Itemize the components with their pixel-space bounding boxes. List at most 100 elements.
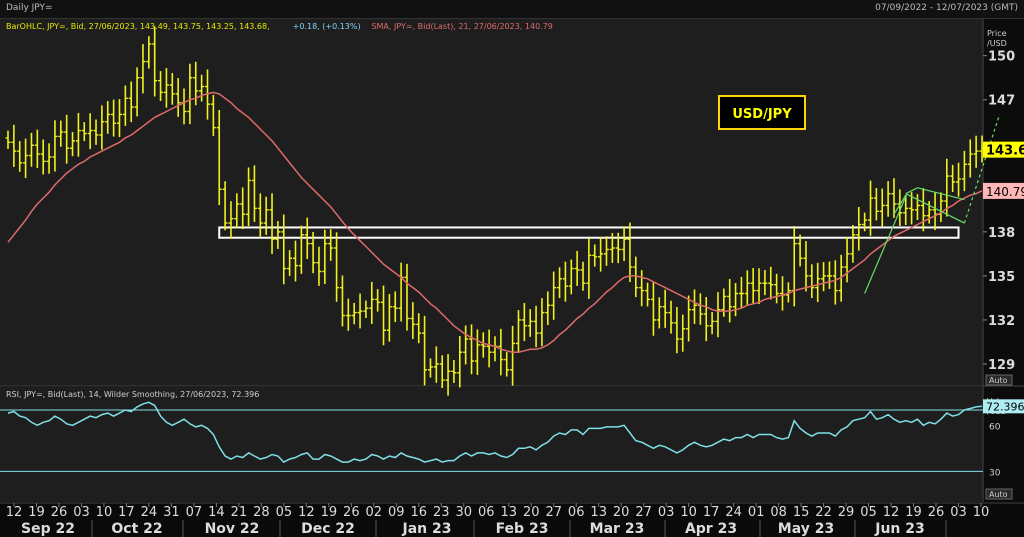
ohlc-bar — [603, 236, 609, 266]
x-month-label: Dec 22 — [301, 521, 355, 537]
ohlc-bar — [973, 135, 979, 168]
ohlc-bar — [304, 217, 310, 260]
trend-line-up — [864, 196, 907, 294]
ohlc-bar — [920, 188, 926, 232]
ohlc-bar — [46, 143, 52, 174]
x-day-label: 19 — [28, 505, 45, 520]
ohlc-bar — [568, 259, 574, 295]
ohlc-bar — [609, 233, 615, 263]
ohlc-bar — [17, 141, 23, 172]
rsi-value-tag: 72.396 — [983, 399, 1024, 414]
ohlc-bar — [410, 302, 416, 340]
ohlc-bar — [674, 307, 680, 354]
x-month-label: Jun 23 — [874, 521, 925, 537]
ohlc-bar — [23, 138, 29, 179]
ohlc-bar — [140, 44, 146, 94]
x-day-label: 31 — [163, 505, 180, 520]
x-day-label: 20 — [613, 505, 630, 520]
ohlc-bar — [122, 85, 128, 126]
ohlc-bar — [451, 360, 457, 383]
ohlc-bar — [750, 268, 756, 305]
price-auto-button[interactable]: Auto — [985, 374, 1013, 386]
x-day-label: 06 — [478, 505, 495, 520]
flag-upper-left — [905, 187, 918, 195]
ohlc-bar — [510, 325, 516, 386]
x-day-label: 09 — [388, 505, 405, 520]
ohlc-bar — [93, 119, 99, 145]
ohlc-bars — [5, 26, 985, 396]
x-day-label: 23 — [433, 505, 450, 520]
ohlc-bar — [774, 273, 780, 304]
ohlc-bar — [199, 74, 205, 102]
x-day-label: 29 — [838, 505, 855, 520]
price-tick-label: 135 — [988, 270, 1015, 285]
last-price-tag: 143.6 — [983, 141, 1024, 159]
ohlc-bar — [539, 298, 545, 347]
ohlc-bar — [762, 270, 768, 296]
ohlc-bar — [339, 275, 345, 327]
x-month-label: Jan 23 — [402, 521, 452, 537]
ohlc-bar — [721, 288, 727, 317]
ohlc-bar — [375, 289, 381, 312]
ohlc-bar — [797, 234, 803, 267]
ohlc-bar — [345, 298, 351, 331]
price-tick-label: 138 — [988, 226, 1015, 241]
x-day-label: 03 — [73, 505, 90, 520]
x-day-label: 12 — [298, 505, 315, 520]
ohlc-bar — [662, 289, 668, 328]
ohlc-bar — [891, 178, 897, 218]
ohlc-bar — [826, 261, 832, 289]
x-day-label: 10 — [973, 505, 990, 520]
x-day-label: 12 — [6, 505, 23, 520]
ohlc-bar — [146, 36, 152, 69]
rsi-auto-button[interactable]: Auto — [985, 488, 1013, 500]
rsi-auto-box[interactable] — [985, 488, 1013, 500]
ohlc-bar — [357, 293, 363, 329]
ohlc-bar — [11, 124, 17, 167]
price-auto-label: Auto — [989, 376, 1008, 385]
sma-tag-text: 140.79 — [986, 185, 1024, 199]
usdjpy-label-box — [718, 95, 806, 130]
x-month-label: Oct 22 — [111, 521, 162, 537]
x-day-label: 26 — [51, 505, 68, 520]
x-day-label: 13 — [590, 505, 607, 520]
x-day-label: 26 — [343, 505, 360, 520]
ohlc-bar — [785, 282, 791, 303]
rsi-tag-text: 72.396 — [986, 400, 1024, 413]
ohlc-bar — [445, 354, 451, 396]
ohlc-bar — [691, 289, 697, 324]
x-axis-band — [0, 503, 1024, 537]
ohlc-bar — [650, 281, 656, 336]
price-tick-label: 132 — [988, 314, 1015, 329]
ohlc-bar — [615, 232, 621, 264]
x-day-label: 01 — [748, 505, 765, 520]
price-tick-label: 147 — [988, 94, 1015, 109]
ohlc-bar — [533, 305, 539, 348]
x-day-label: 08 — [770, 505, 787, 520]
ohlc-bar — [251, 165, 257, 222]
ohlc-bar — [433, 346, 439, 383]
ohlc-bar — [281, 214, 287, 285]
ohlc-bar — [392, 291, 398, 323]
price-axis-unit-1: Price — [987, 29, 1007, 38]
x-day-label: 14 — [208, 505, 225, 520]
ohlc-bar — [275, 221, 281, 249]
price-auto-box[interactable] — [985, 374, 1013, 386]
ohlc-bar — [756, 268, 762, 305]
ohlc-bar — [856, 206, 862, 251]
ohlc-bar — [621, 226, 627, 262]
x-day-label: 02 — [366, 505, 383, 520]
ohlc-bar — [70, 131, 76, 157]
ohlc-bar — [598, 237, 604, 272]
ohlc-bar — [574, 250, 580, 286]
x-day-label: 21 — [231, 505, 248, 520]
last-price-text: 143.6 — [986, 144, 1024, 159]
ohlc-bar — [744, 270, 750, 306]
ohlc-bar — [416, 313, 422, 344]
rsi-tag-bg — [983, 399, 1024, 414]
usdjpy-label: USD/JPY — [718, 95, 806, 130]
x-day-label: 27 — [635, 505, 652, 520]
x-day-label: 16 — [411, 505, 428, 520]
ohlc-bar — [862, 212, 868, 232]
